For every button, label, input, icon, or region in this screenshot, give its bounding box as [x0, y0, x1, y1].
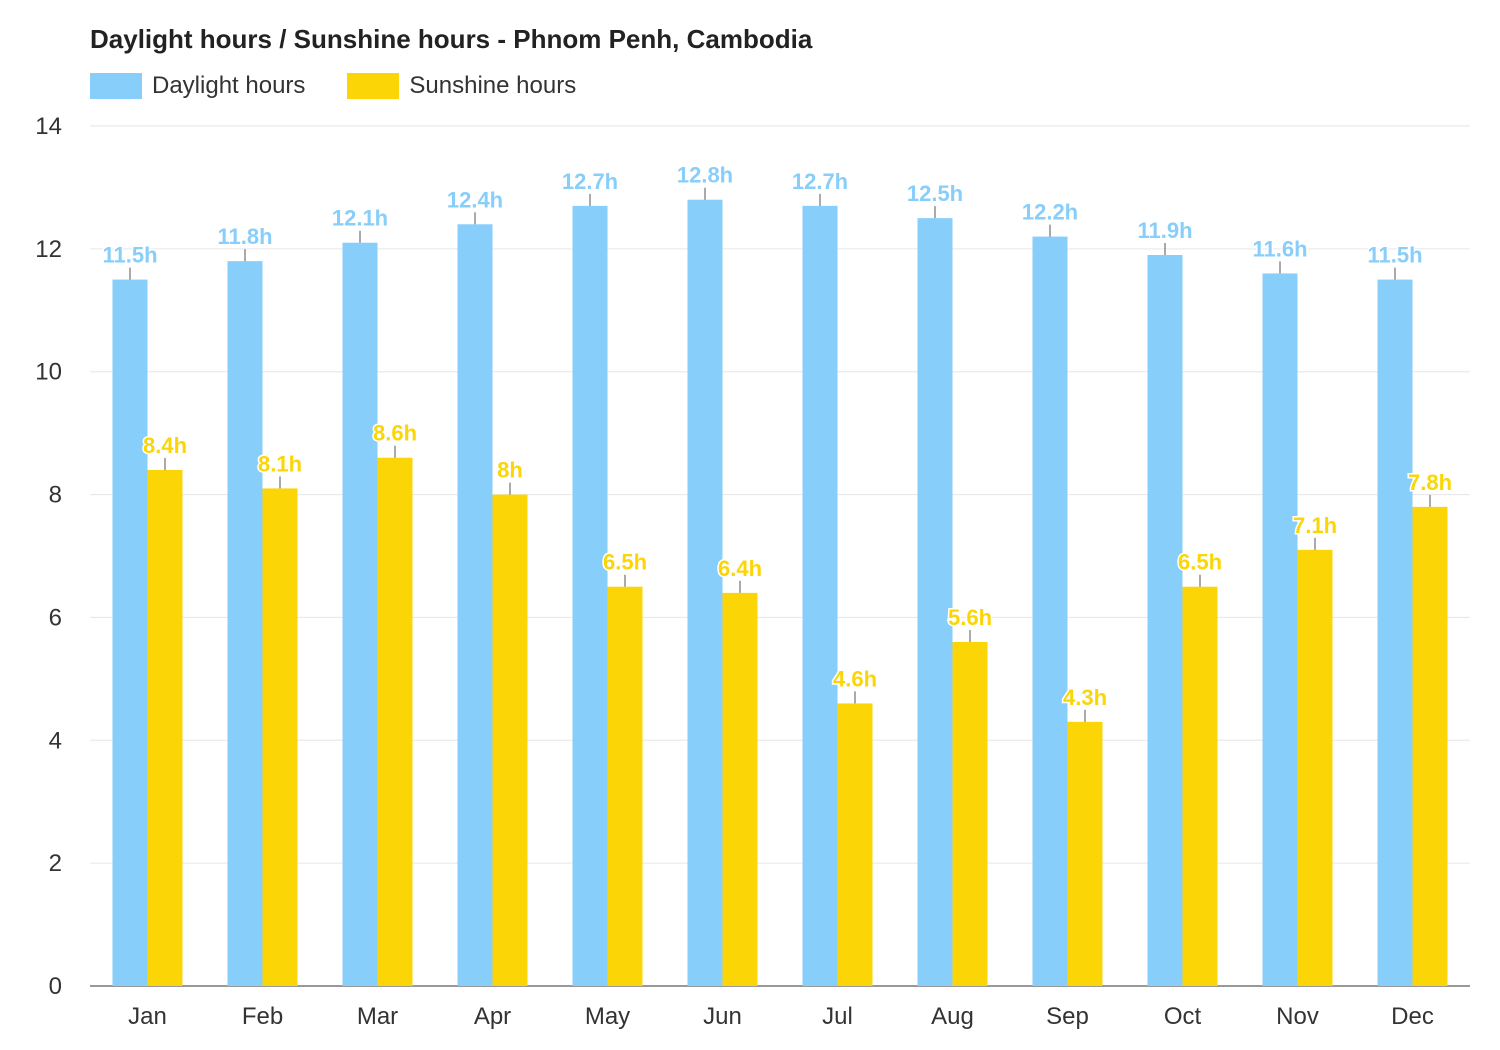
- x-tick-label: Sep: [1046, 1003, 1089, 1030]
- bar-daylight: [1032, 236, 1068, 987]
- x-tick-label: Nov: [1276, 1003, 1319, 1030]
- bar-daylight: [1377, 279, 1413, 987]
- bar-sunshine: [1067, 721, 1103, 986]
- data-label-sunshine: 6.4h: [718, 556, 762, 581]
- bar-sunshine: [1297, 549, 1333, 986]
- data-label-daylight: 12.5h: [907, 181, 963, 206]
- legend-item-sunshine[interactable]: Sunshine hours: [347, 72, 576, 100]
- legend-swatch-sunshine: [347, 73, 400, 99]
- y-tick-label: 12: [35, 236, 62, 263]
- bar-sunshine: [722, 592, 758, 986]
- bar-sunshine: [377, 457, 413, 986]
- x-tick-label: Jul: [822, 1003, 853, 1030]
- chart-title: Daylight hours / Sunshine hours - Phnom …: [90, 24, 813, 54]
- bar-sunshine: [837, 703, 873, 986]
- data-label-daylight: 12.2h: [1022, 200, 1078, 225]
- data-label-daylight: 11.5h: [1367, 243, 1422, 268]
- data-label-sunshine: 6.5h: [603, 550, 647, 575]
- legend: Daylight hours Sunshine hours: [90, 70, 618, 102]
- x-tick-label: Jan: [128, 1003, 167, 1030]
- legend-label-sunshine: Sunshine hours: [409, 72, 577, 99]
- data-label-daylight: 11.6h: [1252, 236, 1307, 261]
- data-label-sunshine: 4.6h: [833, 666, 877, 691]
- bar-daylight: [112, 279, 148, 987]
- data-label-daylight: 12.8h: [677, 163, 733, 188]
- y-tick-label: 14: [35, 113, 62, 140]
- bar-daylight: [572, 205, 608, 986]
- data-label-daylight: 11.8h: [217, 224, 272, 249]
- x-tick-label: Aug: [931, 1003, 974, 1030]
- data-label-daylight: 12.7h: [562, 169, 618, 194]
- x-tick-label: Feb: [242, 1003, 283, 1030]
- data-label-sunshine: 8.6h: [373, 421, 417, 446]
- data-label-daylight: 11.9h: [1137, 218, 1192, 243]
- bar-daylight: [1147, 255, 1183, 986]
- legend-item-daylight[interactable]: Daylight hours: [90, 72, 305, 100]
- bar-daylight: [802, 205, 838, 986]
- bar-sunshine: [262, 488, 298, 986]
- data-label-daylight: 12.4h: [447, 187, 503, 212]
- bar-sunshine: [1412, 506, 1448, 986]
- x-tick-label: Dec: [1391, 1003, 1434, 1030]
- data-label-sunshine: 8.1h: [258, 451, 302, 476]
- x-tick-label: May: [585, 1003, 630, 1030]
- data-label-sunshine: 4.3h: [1063, 685, 1107, 710]
- bar-sunshine: [607, 586, 643, 986]
- bar-daylight: [457, 224, 493, 987]
- bar-daylight: [917, 218, 953, 987]
- data-label-daylight: 12.1h: [332, 206, 388, 231]
- data-label-sunshine: 5.6h: [948, 605, 992, 630]
- y-tick-label: 8: [49, 482, 62, 509]
- y-tick-label: 2: [49, 850, 62, 877]
- legend-label-daylight: Daylight hours: [152, 72, 306, 99]
- legend-swatch-daylight: [90, 73, 142, 99]
- bar-sunshine: [952, 642, 988, 986]
- bar-daylight: [1262, 273, 1298, 986]
- bar-sunshine: [147, 470, 183, 986]
- y-tick-label: 6: [49, 604, 62, 631]
- bar-daylight: [687, 199, 723, 986]
- data-label-daylight: 12.7h: [792, 169, 848, 194]
- bar-daylight: [227, 261, 263, 987]
- data-label-daylight: 11.5h: [102, 243, 157, 268]
- x-tick-label: Jun: [703, 1003, 742, 1030]
- y-tick-label: 4: [49, 727, 62, 754]
- y-tick-label: 10: [35, 359, 62, 386]
- bar-sunshine: [492, 494, 528, 986]
- data-label-sunshine: 7.8h: [1408, 470, 1452, 495]
- data-label-sunshine: 7.1h: [1293, 513, 1337, 538]
- y-tick-label: 0: [49, 973, 62, 1000]
- bar-sunshine: [1182, 586, 1218, 986]
- x-tick-label: Oct: [1164, 1003, 1202, 1030]
- bar-daylight: [342, 242, 378, 986]
- data-label-sunshine: 6.5h: [1178, 550, 1222, 575]
- x-tick-label: Mar: [357, 1003, 398, 1030]
- data-label-sunshine: 8h: [497, 458, 523, 483]
- data-label-sunshine: 8.4h: [143, 433, 187, 458]
- x-tick-label: Apr: [474, 1003, 511, 1030]
